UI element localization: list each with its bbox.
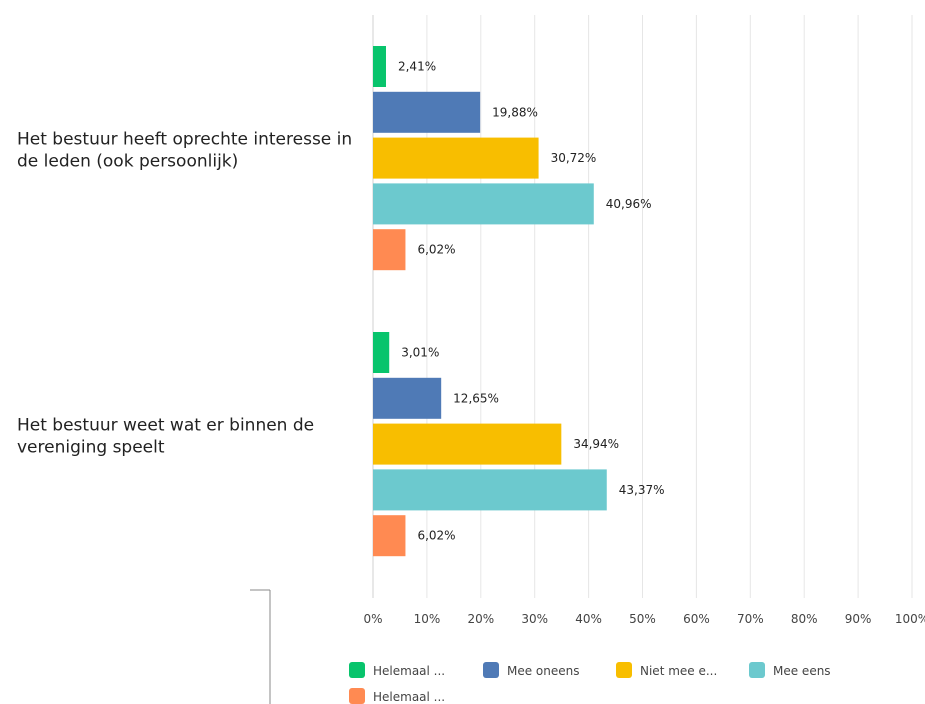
- x-tick-label: 50%: [629, 612, 656, 626]
- legend-swatch: [483, 662, 499, 678]
- category-label: Het bestuur weet wat er binnen de: [17, 416, 314, 436]
- x-tick-label: 70%: [737, 612, 764, 626]
- data-label: 43,37%: [619, 483, 665, 497]
- bar: [373, 183, 594, 225]
- legend-label: Niet mee e...: [640, 664, 717, 678]
- legend-swatch: [749, 662, 765, 678]
- x-tick-label: 40%: [575, 612, 602, 626]
- data-label: 2,41%: [398, 60, 436, 74]
- legend-swatch: [616, 662, 632, 678]
- x-tick-label: 30%: [521, 612, 548, 626]
- bar: [373, 515, 406, 557]
- bar: [373, 332, 390, 373]
- legend-swatch: [349, 688, 365, 704]
- x-tick-label: 80%: [791, 612, 818, 626]
- bar: [373, 46, 386, 87]
- legend-swatch: [349, 662, 365, 678]
- bar: [373, 377, 442, 419]
- legend-label: Helemaal ...: [373, 690, 445, 704]
- data-label: 30,72%: [551, 151, 597, 165]
- bar: [373, 469, 607, 511]
- data-label: 40,96%: [606, 197, 652, 211]
- bar: [373, 137, 539, 179]
- legend-label: Helemaal ...: [373, 664, 445, 678]
- legend-label: Mee oneens: [507, 664, 580, 678]
- x-tick-label: 100%: [895, 612, 925, 626]
- x-tick-label: 0%: [363, 612, 382, 626]
- category-label: vereniging speelt: [17, 438, 165, 458]
- bar: [373, 91, 481, 133]
- data-label: 19,88%: [492, 105, 538, 119]
- data-label: 34,94%: [573, 437, 619, 451]
- x-tick-label: 60%: [683, 612, 710, 626]
- data-label: 6,02%: [417, 529, 455, 543]
- x-tick-label: 20%: [467, 612, 494, 626]
- bar: [373, 229, 406, 271]
- legend-label: Mee eens: [773, 664, 831, 678]
- data-label: 3,01%: [401, 346, 439, 360]
- category-label: de leden (ook persoonlijk): [17, 152, 238, 172]
- x-tick-label: 90%: [845, 612, 872, 626]
- category-label: Het bestuur heeft oprechte interesse in: [17, 130, 352, 150]
- bar: [373, 423, 562, 465]
- x-tick-label: 10%: [414, 612, 441, 626]
- data-label: 6,02%: [417, 243, 455, 257]
- data-label: 12,65%: [453, 391, 499, 405]
